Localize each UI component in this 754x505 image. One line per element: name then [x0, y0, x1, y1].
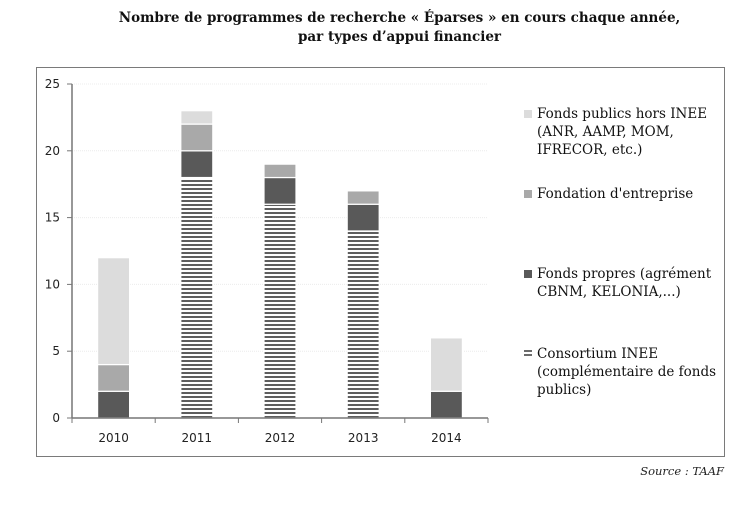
y-tick-label: 0 [52, 411, 60, 425]
legend-label-line: Fondation d'entreprise [537, 186, 694, 202]
bar-segment-2011-s1 [180, 150, 214, 179]
legend-label-line: publics) [537, 382, 592, 398]
legend-label-line: (ANR, AAMP, MOM, [537, 124, 674, 140]
y-tick-label: 20 [45, 144, 60, 158]
bar-segment-2010-s2 [96, 363, 131, 392]
bar-segment-2011-s0 [180, 176, 214, 419]
chart-title-block: Nombre de programmes de recherche « Épar… [0, 9, 754, 47]
chart-frame [36, 67, 725, 457]
legend-label: Fondation d'entreprise [537, 185, 693, 203]
y-tick-label: 25 [45, 77, 60, 91]
chart-subtitle: par types d’appui financier [297, 29, 502, 45]
legend-swatch-icon [524, 350, 532, 358]
source-note: Source : TAAF [640, 464, 724, 478]
bars [96, 110, 463, 419]
bar-segment-2011-s3 [180, 110, 214, 125]
legend-label: Fonds propres (agrément CBNM, KELONIA,...… [537, 265, 711, 301]
legend-label-line: (complémentaire de fonds [537, 364, 717, 380]
axes: 0 5 10 15 20 25 2010 2011 2012 2013 2014 [45, 77, 489, 445]
legend-label: Consortium INEE (complémentaire de fonds p… [537, 345, 716, 399]
bar-segment-2014-s1 [429, 390, 463, 419]
legend-swatch-icon [524, 110, 532, 118]
x-tick-label: 2013 [348, 431, 379, 445]
bar-segment-2010-s1 [96, 390, 131, 419]
legend-label-line: Consortium INEE [537, 346, 659, 362]
legend-item: Fonds publics hors INEE (ANR, AAMP, MOM, I… [524, 105, 724, 159]
legend-item: Fonds propres (agrément CBNM, KELONIA,...… [524, 265, 724, 301]
y-tick-label: 15 [45, 211, 60, 225]
bar-segment-2013-s1 [346, 203, 380, 232]
legend-label: Fonds publics hors INEE (ANR, AAMP, MOM, I… [537, 105, 707, 159]
x-tick-label: 2011 [182, 431, 213, 445]
bar-segment-2010-s3 [96, 257, 131, 366]
legend-item: Fondation d'entreprise [524, 185, 724, 203]
legend-label-line: Fonds propres (agrément [537, 266, 712, 282]
bar-segment-2013-s2 [346, 190, 380, 205]
bar-segment-2011-s2 [180, 123, 214, 152]
legend-swatch-icon [524, 190, 532, 198]
bar-segment-2012-s2 [263, 163, 297, 179]
legend-label-line: Fonds publics hors INEE [537, 106, 708, 122]
legend-label-line: CBNM, KELONIA,...) [537, 284, 681, 300]
y-tick-label: 5 [52, 344, 60, 358]
y-tick-label: 10 [45, 277, 60, 291]
x-tick-label: 2010 [98, 431, 129, 445]
legend-swatch-icon [524, 270, 532, 278]
bar-segment-2014-s3 [429, 337, 463, 392]
bar-segment-2012-s0 [263, 203, 297, 419]
chart-title: Nombre de programmes de recherche « Épar… [118, 10, 681, 26]
legend-label-line: IFRECOR, etc.) [537, 142, 643, 158]
bar-segment-2013-s0 [346, 230, 380, 419]
bar-segment-2012-s1 [263, 176, 297, 205]
x-tick-label: 2014 [431, 431, 462, 445]
x-tick-label: 2012 [265, 431, 296, 445]
legend-item: Consortium INEE (complémentaire de fonds p… [524, 345, 724, 399]
